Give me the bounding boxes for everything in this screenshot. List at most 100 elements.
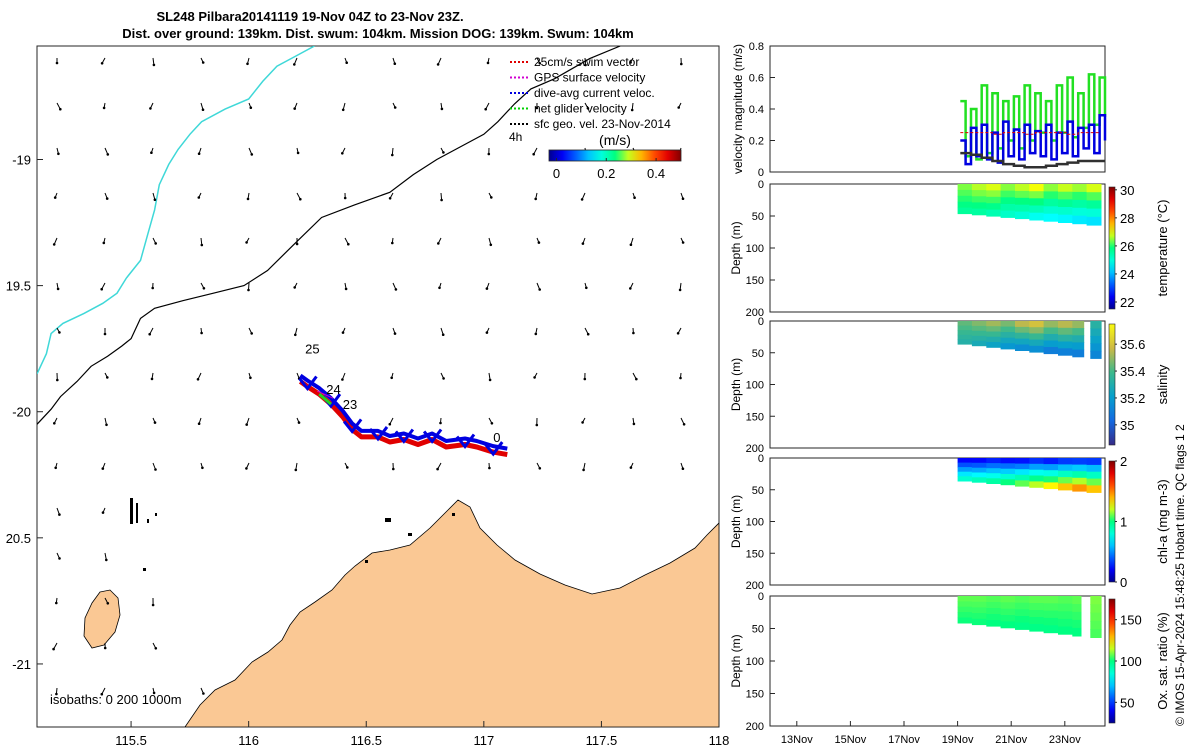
panel-y-tick-label: 100 bbox=[746, 243, 764, 255]
vector-arrow-head bbox=[103, 646, 107, 650]
heatmap-cell bbox=[986, 209, 1002, 217]
panel-colorbar-label: temperature (°C) bbox=[1155, 200, 1170, 297]
heatmap-cell bbox=[1029, 321, 1045, 328]
heatmap-cell bbox=[1015, 332, 1030, 340]
vector-arrow-head bbox=[394, 288, 398, 291]
heatmap-cell bbox=[1000, 332, 1016, 339]
vector-arrow-head bbox=[341, 108, 345, 112]
vector-arrow-head bbox=[55, 601, 58, 605]
heatmap-cell bbox=[1015, 609, 1030, 617]
heatmap-cell bbox=[1086, 485, 1102, 493]
panel-colorbar-tick-label: 35 bbox=[1120, 418, 1134, 433]
panel-ylabel: Depth (m) bbox=[729, 358, 743, 411]
vector-arrow-head bbox=[341, 378, 344, 381]
vector-arrow-head bbox=[55, 61, 59, 65]
heatmap-cell bbox=[971, 325, 987, 332]
heatmap-cell bbox=[1058, 184, 1073, 193]
vector-arrow-head bbox=[197, 152, 201, 155]
heatmap-cell bbox=[957, 184, 973, 191]
heatmap-cell bbox=[957, 471, 973, 477]
heatmap-cell bbox=[1058, 458, 1073, 465]
heatmap-cell bbox=[957, 476, 973, 482]
date-x-tick-label: 21Nov bbox=[995, 734, 1027, 746]
panel-y-tick-label: 0 bbox=[758, 453, 764, 465]
vector-arrow-head bbox=[485, 331, 489, 334]
vector-arrow-head bbox=[202, 287, 206, 290]
heatmap-cell bbox=[1072, 611, 1082, 621]
heatmap-cell bbox=[1015, 321, 1030, 328]
panel-colorbar-label: salinity bbox=[1155, 364, 1170, 404]
vector-arrow-head bbox=[197, 196, 201, 199]
vector-arrow-head bbox=[682, 423, 686, 426]
heatmap-cell bbox=[1090, 629, 1102, 638]
heatmap-cell bbox=[971, 321, 987, 327]
vector-arrow-head bbox=[245, 467, 248, 470]
vector-arrow-head bbox=[343, 196, 347, 200]
heatmap-cell bbox=[957, 321, 973, 327]
panel-colorbar bbox=[1108, 460, 1116, 583]
vector-arrow-head bbox=[681, 241, 685, 244]
vector-arrow-head bbox=[148, 332, 151, 336]
vector-arrow-head bbox=[534, 197, 537, 201]
heatmap-cell bbox=[1072, 484, 1088, 492]
panel-colorbar bbox=[1108, 323, 1116, 446]
vector-arrow-head bbox=[676, 332, 680, 335]
panel-y-tick-label: 0 bbox=[758, 316, 764, 328]
heatmap-cell bbox=[1090, 604, 1102, 614]
vector-arrow-head bbox=[586, 107, 590, 110]
vector-arrow-head bbox=[632, 422, 636, 426]
vector-arrow-head bbox=[533, 376, 536, 379]
small-islands bbox=[130, 498, 455, 571]
heatmap-cell bbox=[986, 620, 1002, 627]
heatmap-cell bbox=[1043, 476, 1059, 483]
vector-arrow-head bbox=[250, 153, 254, 156]
map-x-tick-label: 117.5 bbox=[586, 733, 618, 748]
vector-arrow-head bbox=[341, 331, 345, 334]
heatmap-cell bbox=[957, 462, 973, 468]
heatmap-cell bbox=[1043, 625, 1059, 634]
panel-y-tick-label: 0 bbox=[758, 179, 764, 191]
heatmap-cell bbox=[986, 473, 1002, 479]
panel-y-tick-label: 200 bbox=[746, 443, 764, 455]
panel-y-tick-label: 50 bbox=[752, 624, 764, 636]
vector-arrow-head bbox=[52, 647, 55, 651]
vector-arrow-head bbox=[249, 376, 252, 380]
heatmap-cell bbox=[1015, 190, 1030, 199]
vector-arrow-head bbox=[629, 466, 633, 469]
vector-arrow-head bbox=[538, 467, 542, 470]
heatmap-cell bbox=[1000, 210, 1016, 218]
heatmap-cell bbox=[1072, 619, 1082, 629]
vector-arrow-head bbox=[344, 287, 348, 291]
scale-label: 4h bbox=[509, 130, 522, 144]
velocity-y-tick-label: 0.6 bbox=[749, 73, 764, 85]
heatmap-cell bbox=[957, 467, 973, 473]
heatmap-cell bbox=[971, 208, 987, 216]
heatmap-cell bbox=[957, 330, 973, 336]
heatmap-cell bbox=[986, 468, 1002, 474]
vector-arrow-head bbox=[149, 107, 152, 110]
heatmap-cell bbox=[1000, 343, 1016, 350]
heatmap-cell bbox=[1072, 458, 1088, 466]
heatmap-cell bbox=[986, 336, 1002, 343]
panel-y-tick-label: 50 bbox=[752, 348, 764, 360]
vector-arrow-head bbox=[58, 513, 61, 516]
heatmap-cell bbox=[1090, 328, 1102, 337]
panel-colorbar-tick-label: 28 bbox=[1120, 211, 1134, 226]
heatmap-cell bbox=[1029, 481, 1045, 488]
date-x-tick-label: 17Nov bbox=[888, 734, 920, 746]
heatmap-cell bbox=[1086, 458, 1102, 466]
heatmap-cell bbox=[971, 618, 987, 626]
day-label: 24 bbox=[326, 382, 340, 397]
heatmap-cell bbox=[1086, 184, 1102, 193]
heatmap-cell bbox=[1000, 190, 1016, 198]
vector-arrow-head bbox=[153, 198, 157, 201]
speed-colorbar: 0 0.2 0.4 bbox=[548, 149, 682, 181]
heatmap-cell bbox=[957, 334, 973, 340]
heatmap-cell bbox=[957, 458, 973, 464]
legend-label: 25cm/s swim vector bbox=[534, 55, 639, 69]
heatmap-cell bbox=[986, 602, 1002, 609]
vector-arrow-head bbox=[106, 602, 110, 605]
panel-y-tick-label: 150 bbox=[746, 548, 764, 560]
vector-arrow-head bbox=[103, 332, 107, 336]
